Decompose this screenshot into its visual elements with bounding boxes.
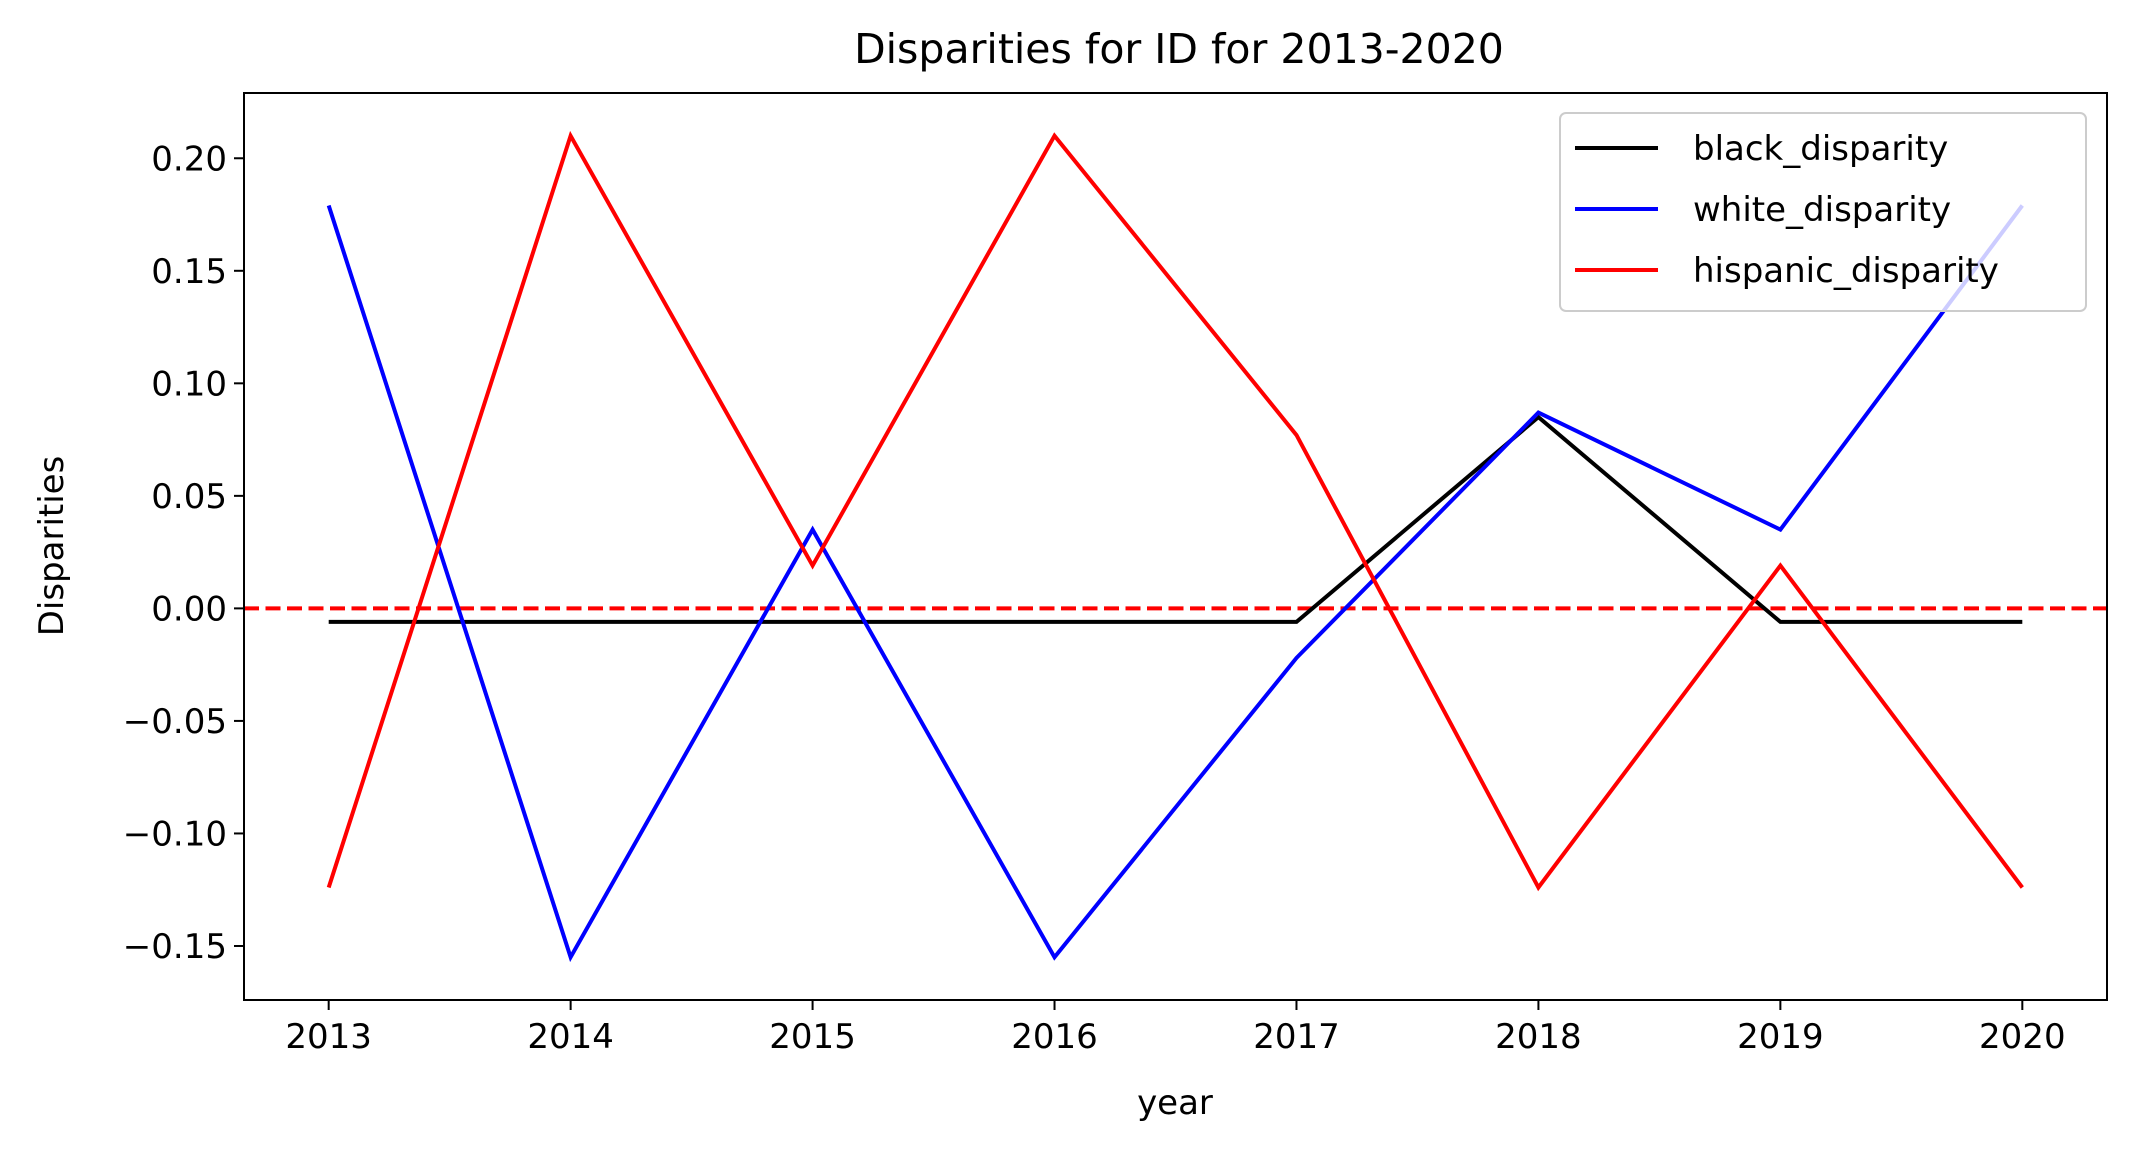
series-line-white-disparity — [326, 204, 2024, 963]
y-tick-label: −0.15 — [123, 927, 227, 967]
series-line-black-disparity — [328, 414, 2023, 624]
x-tick-label: 2020 — [1979, 1017, 2066, 1057]
plot-frame — [243, 92, 2108, 1001]
x-axis-title: year — [1137, 1083, 1213, 1123]
y-tick-label: 0.05 — [151, 477, 227, 517]
y-tick-label: 0.00 — [151, 589, 227, 629]
legend-box — [1559, 112, 2087, 312]
y-tick-label: 0.20 — [151, 139, 227, 179]
x-tick-label: 2018 — [1495, 1017, 1582, 1057]
chart-title: Disparities for ID for 2013-2020 — [854, 25, 1504, 73]
y-tick-label: 0.15 — [151, 252, 227, 292]
y-axis: −0.15 −0.10 −0.05 0.00 0.05 0.10 0.15 0.20 — [123, 139, 244, 967]
legend-label-black-disparity: black_disparity — [1693, 129, 1948, 169]
legend-label-white-disparity: white_disparity — [1693, 190, 1951, 230]
x-tick-label: 2014 — [527, 1017, 614, 1057]
series-lines — [326, 130, 2024, 963]
x-axis: 2013 2014 2015 2016 2017 2018 2019 2020 — [285, 1000, 2066, 1057]
x-tick-label: 2016 — [1011, 1017, 1098, 1057]
x-tick-label: 2015 — [769, 1017, 856, 1057]
y-tick-label: 0.10 — [151, 364, 227, 404]
x-tick-label: 2017 — [1253, 1017, 1340, 1057]
y-tick-label: −0.10 — [123, 814, 227, 854]
y-tick-label: −0.05 — [123, 702, 227, 742]
legend-label-hispanic-disparity: hispanic_disparity — [1693, 251, 1999, 291]
legend: black_disparity white_disparity hispanic_d… — [1559, 112, 2087, 312]
x-tick-label: 2013 — [285, 1017, 372, 1057]
x-tick-label: 2019 — [1737, 1017, 1824, 1057]
y-axis-title: Disparities — [32, 456, 72, 637]
series-line-hispanic-disparity — [326, 130, 2024, 892]
